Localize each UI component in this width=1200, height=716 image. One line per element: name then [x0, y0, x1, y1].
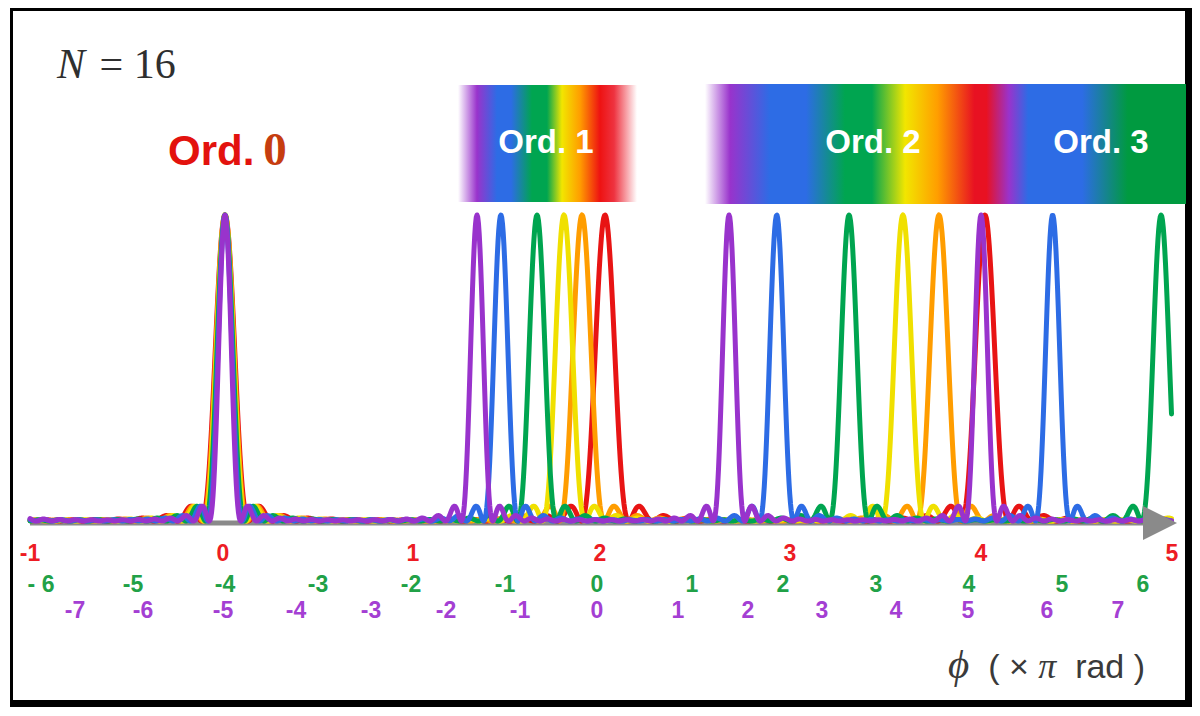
red-scale-tick-4: 4	[975, 540, 988, 567]
purple-scale-tick-1: 1	[672, 597, 685, 624]
green-scale-tick-0: 0	[591, 571, 604, 598]
x-axis-label-close: rad )	[1056, 647, 1145, 685]
purple-scale-tick-5: 5	[962, 597, 975, 624]
green-scale-tick-5: 5	[1056, 571, 1069, 598]
series-red-curve	[30, 215, 1172, 521]
x-axis-label-open: ( ×	[969, 647, 1038, 685]
purple-scale-tick--3: -3	[361, 597, 381, 624]
green-scale-tick--5: -5	[123, 571, 143, 598]
pi-symbol: π	[1038, 646, 1056, 686]
order-1-label: Ord. 1	[498, 123, 593, 161]
purple-scale-tick--1: -1	[510, 597, 530, 624]
order-0-number: 0	[263, 123, 287, 175]
green-scale-tick--4: -4	[215, 571, 235, 598]
purple-scale-tick-0: 0	[591, 597, 604, 624]
red-scale-tick-3: 3	[784, 540, 797, 567]
purple-scale-tick-7: 7	[1112, 597, 1125, 624]
green-scale-tick-2: 2	[777, 571, 790, 598]
order-0-word: Ord.	[168, 127, 254, 174]
red-scale-tick-5: 5	[1166, 540, 1179, 567]
green-scale-tick-1: 1	[686, 571, 699, 598]
purple-scale-tick--7: -7	[65, 597, 85, 624]
purple-scale-tick--5: -5	[213, 597, 233, 624]
red-scale-tick-2: 2	[594, 540, 607, 567]
green-scale-tick--2: -2	[401, 571, 421, 598]
purple-scale-tick-4: 4	[890, 597, 903, 624]
green-scale-tick--1: -1	[495, 571, 515, 598]
green-scale-tick-6: 6	[1137, 571, 1150, 598]
x-axis-arrowhead	[1143, 506, 1177, 540]
order-2-label: Ord. 2	[825, 123, 920, 161]
purple-scale-tick--6: -6	[133, 597, 153, 624]
n-variable: N	[57, 41, 85, 87]
purple-scale-tick--2: -2	[436, 597, 456, 624]
purple-scale-tick--4: -4	[286, 597, 306, 624]
green-scale-tick--3: -3	[308, 571, 328, 598]
purple-scale-tick-3: 3	[816, 597, 829, 624]
figure-title: N = 16	[57, 40, 176, 88]
order-0-label: Ord.0	[168, 122, 287, 176]
x-axis-label: ϕ ( × π rad )	[948, 640, 1145, 688]
red-scale-tick--1: -1	[20, 540, 40, 567]
purple-scale-tick-2: 2	[742, 597, 755, 624]
figure: N = 16 Ord.0 Ord. 1Ord. 2Ord. 3 -1012345…	[0, 0, 1200, 716]
order-3-label: Ord. 3	[1053, 123, 1148, 161]
green-scale-tick-3: 3	[870, 571, 883, 598]
green-scale-tick-4: 4	[963, 571, 976, 598]
purple-scale-tick-6: 6	[1041, 597, 1054, 624]
phi-symbol: ϕ	[948, 641, 969, 687]
red-scale-tick-0: 0	[217, 540, 230, 567]
red-scale-tick-1: 1	[407, 540, 420, 567]
n-value: = 16	[89, 41, 176, 87]
green-scale-tick--6: - 6	[28, 571, 55, 598]
